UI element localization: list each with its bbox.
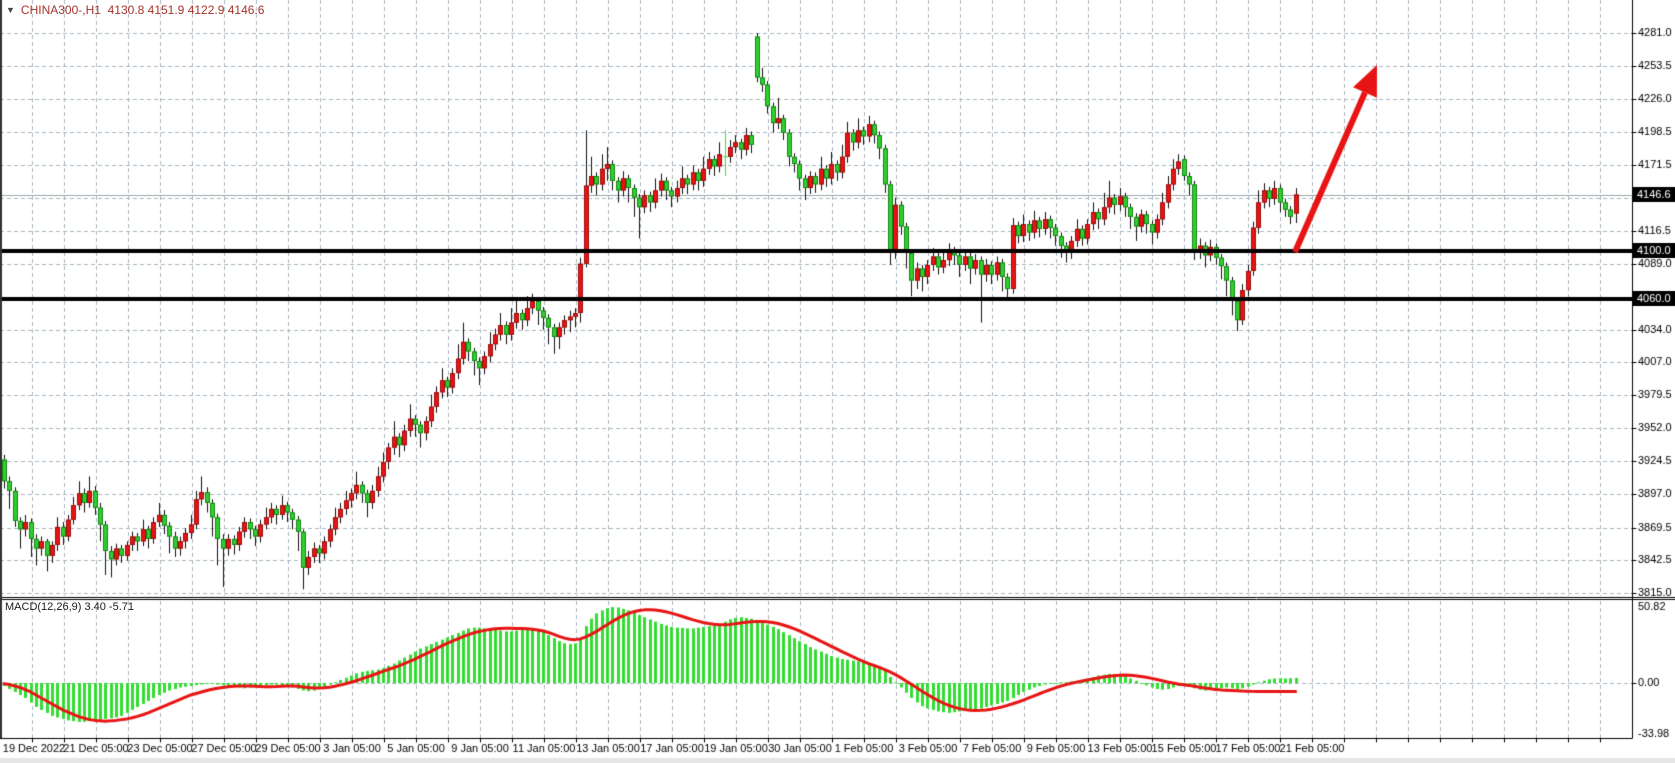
chart-dropdown-icon[interactable]: ▼ <box>6 5 15 15</box>
chart-symbol-ohlc: CHINA300-,H1 4130.8 4151.9 4122.9 4146.6 <box>20 3 265 17</box>
macd-indicator-label: MACD(12,26,9) 3.40 -5.71 <box>5 601 135 613</box>
chart-title-overlay: ▼ CHINA300-,H1 4130.8 4151.9 4122.9 4146… <box>6 3 264 17</box>
